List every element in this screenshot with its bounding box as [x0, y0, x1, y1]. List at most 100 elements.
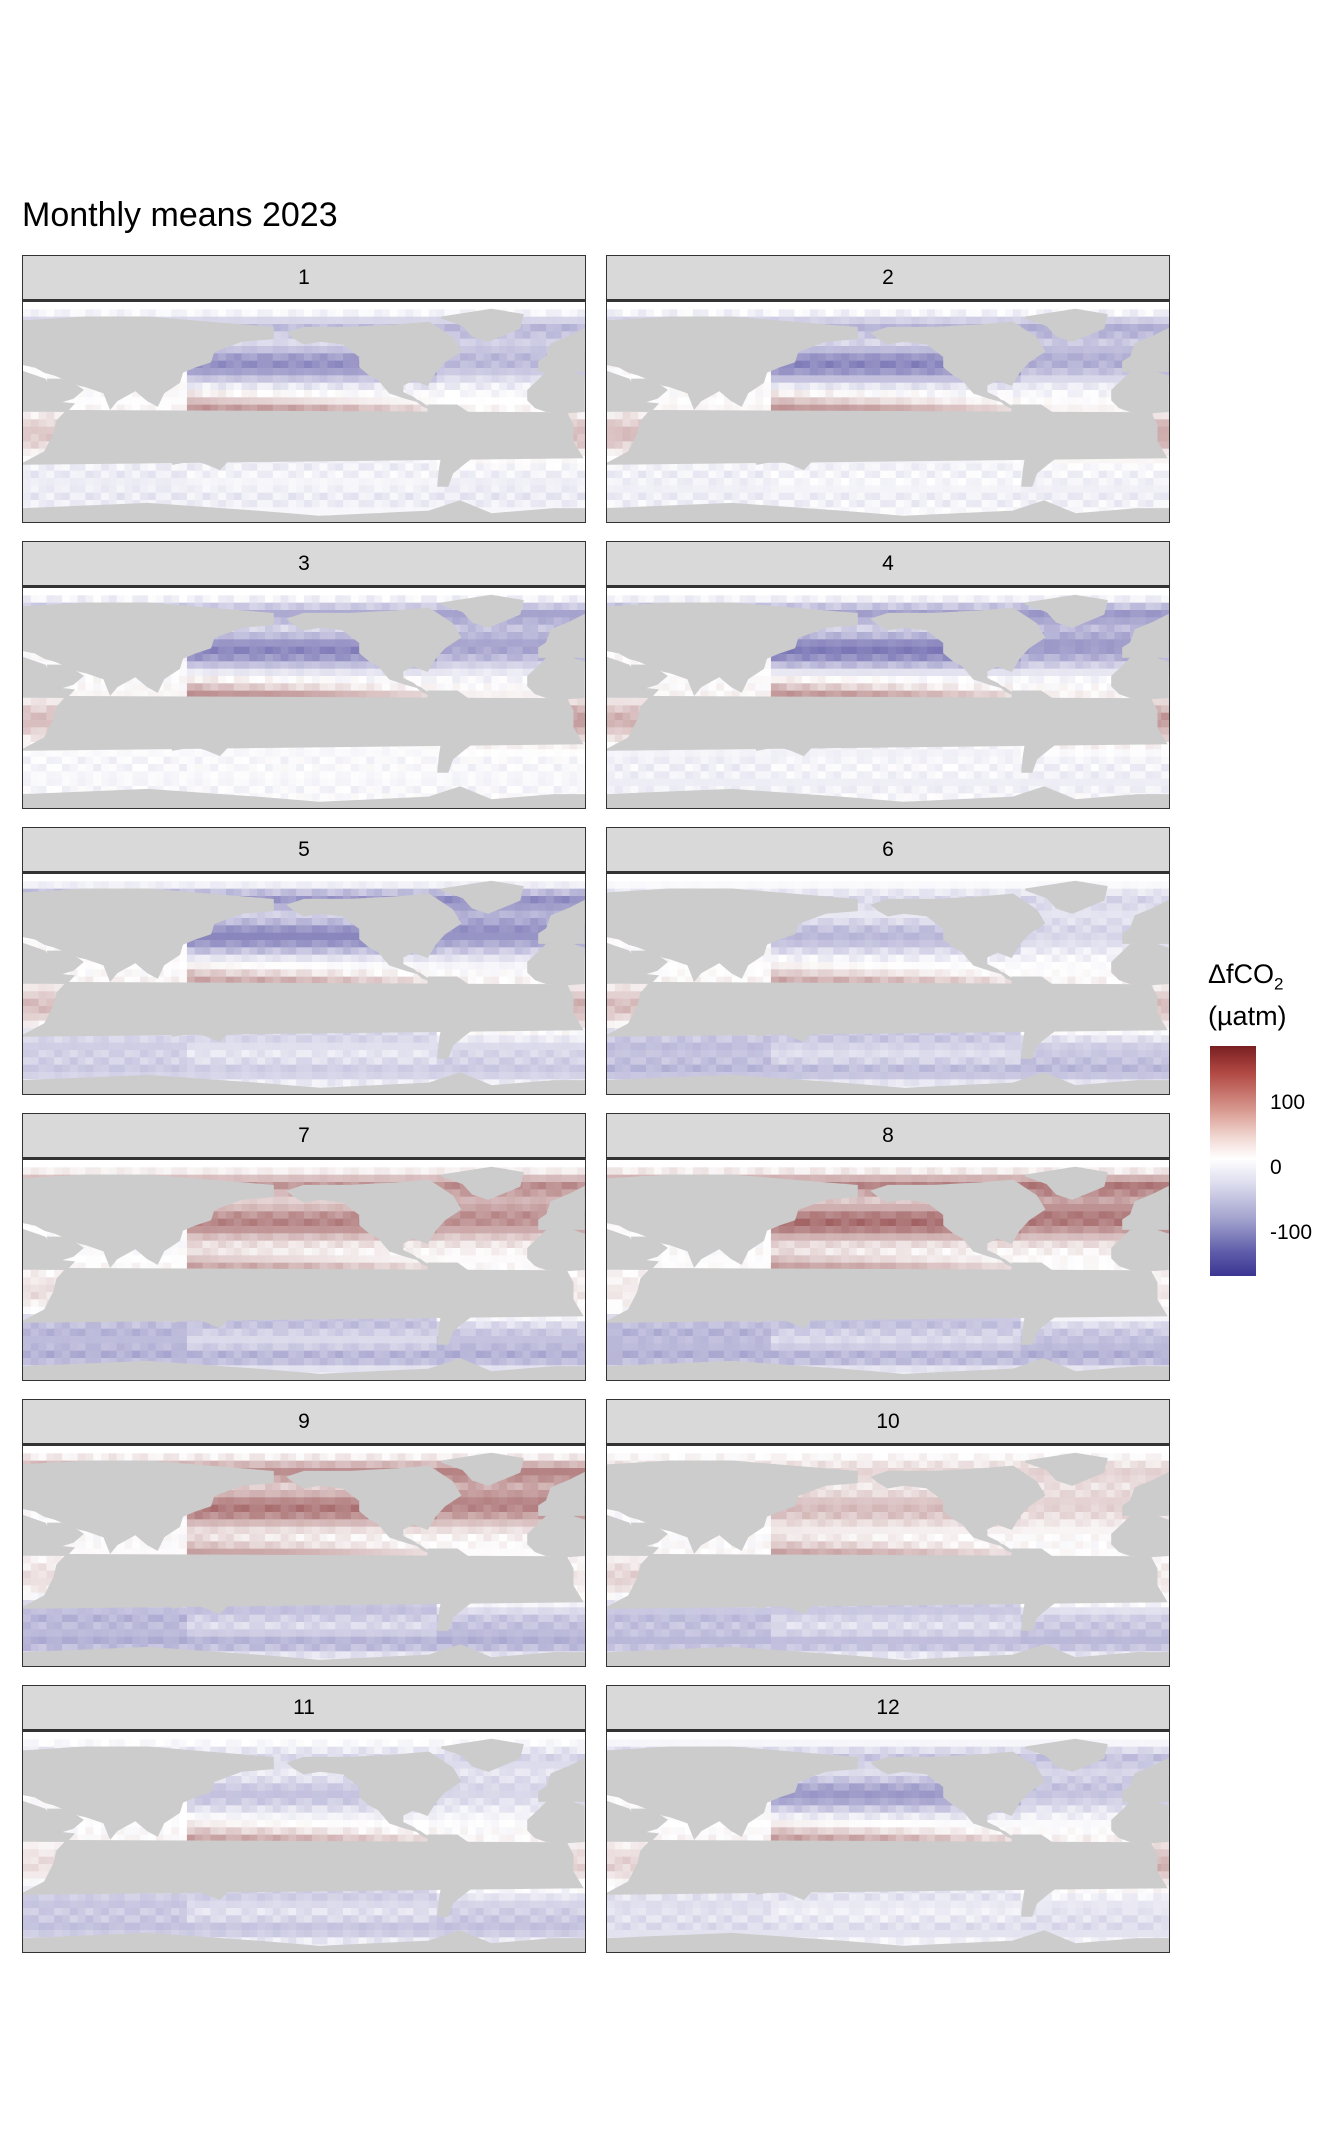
flux-cell — [475, 485, 485, 494]
flux-cell — [288, 646, 297, 655]
flux-cell — [646, 397, 655, 406]
flux-cell — [483, 390, 492, 398]
flux-cell — [794, 470, 803, 479]
flux-cell — [249, 500, 258, 508]
flux-cell — [934, 309, 944, 318]
flux-cell — [724, 492, 733, 501]
flux-cell — [888, 309, 897, 318]
flux-cell — [989, 470, 998, 479]
flux-cell — [382, 470, 391, 479]
flux-cell — [569, 419, 578, 428]
flux-cell — [802, 500, 811, 508]
flux-cell — [1067, 390, 1076, 398]
flux-cell — [147, 478, 157, 486]
flux-cell — [483, 368, 492, 376]
flux-cell — [428, 492, 438, 501]
flux-cell — [538, 309, 547, 318]
flux-cell — [1114, 404, 1123, 413]
flux-cell — [669, 390, 678, 398]
flux-cell — [1161, 368, 1169, 376]
flux-cell — [577, 419, 585, 428]
flux-cell — [630, 463, 639, 472]
flux-cell — [685, 492, 694, 501]
flux-cell — [794, 360, 803, 369]
facet-strip-label: 2 — [606, 255, 1170, 302]
flux-cell — [1020, 485, 1030, 494]
flux-cell — [841, 463, 850, 472]
flux-cell — [475, 360, 485, 369]
flux-cell — [825, 316, 834, 325]
map-svg — [23, 594, 585, 808]
flux-cell — [1012, 309, 1022, 318]
flux-cell — [1044, 338, 1053, 347]
flux-cell — [1098, 470, 1108, 479]
flux-cell — [778, 368, 788, 376]
flux-cell — [210, 595, 219, 604]
flux-cell — [421, 316, 430, 325]
flux-cell — [809, 463, 819, 472]
flux-cell — [561, 309, 570, 318]
flux-cell — [249, 668, 258, 677]
flux-cell — [661, 478, 671, 486]
flux-cell — [483, 492, 492, 501]
flux-cell — [343, 485, 352, 494]
flux-cell — [210, 382, 219, 391]
flux-cell — [973, 404, 983, 413]
flux-cell — [1044, 492, 1053, 501]
flux-cell — [233, 375, 243, 384]
flux-cell — [1114, 470, 1123, 479]
flux-cell — [1005, 478, 1014, 486]
flux-cell — [444, 382, 453, 391]
flux-cell — [848, 478, 858, 486]
flux-cell — [716, 404, 725, 413]
flux-cell — [569, 470, 578, 479]
flux-cell — [553, 500, 563, 508]
flux-cell — [327, 346, 336, 354]
flux-cell — [249, 346, 258, 354]
flux-cell — [1090, 507, 1100, 516]
flux-cell — [841, 360, 850, 369]
flux-cell — [483, 404, 492, 413]
flux-cell — [171, 500, 180, 508]
flux-cell — [428, 309, 438, 318]
flux-cell — [155, 470, 165, 479]
flux-cell — [1020, 324, 1030, 332]
flux-cell — [553, 602, 563, 611]
flux-cell — [817, 316, 827, 325]
flux-cell — [233, 632, 243, 640]
flux-cell — [304, 632, 313, 640]
flux-cell — [202, 309, 211, 318]
land-mass — [1025, 308, 1108, 342]
flux-cell — [1083, 397, 1092, 406]
flux-cell — [506, 492, 516, 501]
flux-cell — [763, 492, 772, 501]
flux-cell — [85, 500, 94, 508]
flux-cell — [1012, 390, 1022, 398]
flux-cell — [1090, 346, 1100, 354]
flux-cell — [467, 470, 477, 479]
flux-cell — [778, 404, 788, 413]
flux-cell — [997, 492, 1006, 501]
flux-cell — [1020, 397, 1030, 406]
flux-cell — [335, 397, 344, 406]
flux-cell — [856, 507, 866, 516]
flux-cell — [1059, 397, 1069, 406]
flux-cell — [218, 346, 227, 354]
flux-cell — [452, 478, 461, 486]
flux-cell — [911, 309, 920, 318]
flux-cell — [872, 353, 881, 362]
flux-cell — [335, 661, 344, 670]
flux-cell — [163, 500, 172, 508]
flux-cell — [661, 492, 671, 501]
flux-cell — [85, 485, 94, 494]
flux-cell — [475, 492, 485, 501]
flux-cell — [848, 397, 858, 406]
flux-cell — [1059, 463, 1069, 472]
flux-cell — [218, 382, 227, 391]
flux-cell — [1122, 492, 1131, 501]
flux-cell — [1044, 360, 1053, 369]
flux-cell — [778, 485, 788, 494]
flux-cell — [319, 316, 329, 325]
flux-cell — [311, 404, 321, 413]
flux-cell — [304, 346, 313, 354]
